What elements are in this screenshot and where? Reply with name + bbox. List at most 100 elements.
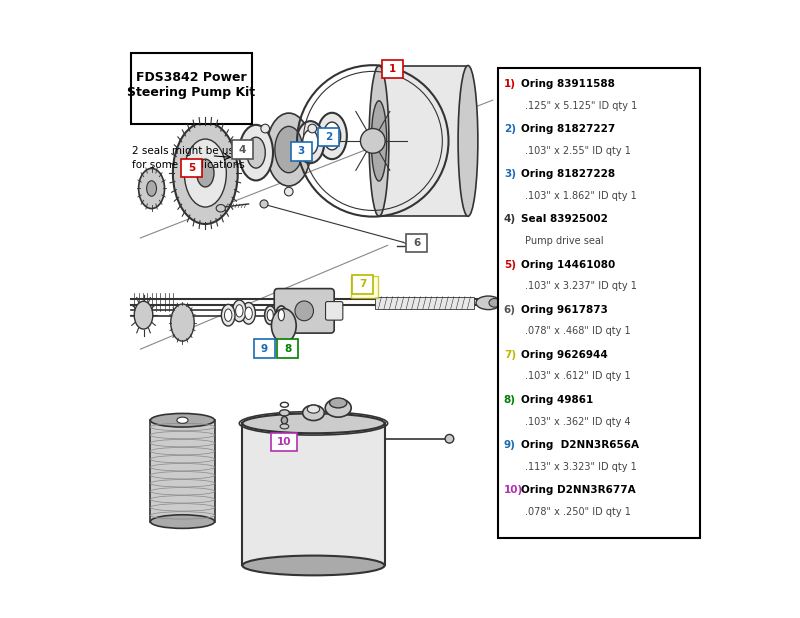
Text: Oring 81827227: Oring 81827227 (521, 124, 615, 134)
Text: 9: 9 (261, 344, 268, 353)
Ellipse shape (330, 398, 347, 408)
Text: 2: 2 (326, 132, 333, 142)
Text: Oring 81827228: Oring 81827228 (521, 169, 615, 179)
Bar (498, 68, 700, 538)
Text: Oring D2NN3R677A: Oring D2NN3R677A (521, 485, 636, 495)
Bar (375, 297, 474, 309)
Text: FDS3842 Power
Steering Pump Kit: FDS3842 Power Steering Pump Kit (127, 71, 255, 99)
Ellipse shape (297, 121, 324, 163)
Text: .103" x .612" ID qty 1: .103" x .612" ID qty 1 (525, 371, 630, 381)
Bar (254, 339, 274, 358)
Ellipse shape (265, 306, 276, 324)
Ellipse shape (242, 413, 385, 433)
Bar (290, 142, 312, 161)
Text: .078" x .468" ID qty 1: .078" x .468" ID qty 1 (525, 326, 630, 336)
Ellipse shape (267, 310, 274, 321)
Text: .103" x 3.237" ID qty 1: .103" x 3.237" ID qty 1 (525, 281, 637, 291)
Ellipse shape (197, 159, 214, 187)
Text: .113" x 3.323" ID qty 1: .113" x 3.323" ID qty 1 (525, 462, 637, 472)
Text: 5: 5 (188, 163, 195, 173)
Ellipse shape (150, 413, 214, 427)
Ellipse shape (445, 434, 454, 443)
Bar (232, 140, 253, 159)
Text: 6): 6) (504, 305, 516, 315)
Ellipse shape (361, 129, 385, 153)
Text: .103" x 2.55" ID qty 1: .103" x 2.55" ID qty 1 (525, 146, 630, 156)
Text: Pump drive seal: Pump drive seal (525, 236, 603, 246)
Ellipse shape (138, 168, 165, 208)
Bar (353, 275, 374, 294)
Ellipse shape (216, 205, 226, 212)
Text: 9): 9) (504, 440, 516, 450)
Ellipse shape (225, 309, 232, 321)
Text: .078" x .250" ID qty 1: .078" x .250" ID qty 1 (525, 507, 630, 517)
Text: .103" x .362" ID qty 4: .103" x .362" ID qty 4 (525, 417, 630, 426)
Ellipse shape (369, 66, 389, 216)
Bar (150, 420, 214, 522)
Text: .125" x 5.125" ID qty 1: .125" x 5.125" ID qty 1 (525, 101, 637, 111)
Text: Seal 83925002: Seal 83925002 (521, 214, 608, 224)
Bar (350, 276, 378, 298)
Text: Oring 83911588: Oring 83911588 (521, 79, 615, 89)
Text: 3): 3) (504, 169, 516, 179)
Text: 10): 10) (504, 485, 523, 495)
Ellipse shape (170, 304, 194, 341)
Ellipse shape (317, 112, 347, 159)
Ellipse shape (260, 200, 268, 208)
Text: 1): 1) (504, 79, 516, 89)
Ellipse shape (246, 137, 266, 168)
Bar (277, 339, 298, 358)
Ellipse shape (302, 405, 324, 420)
Ellipse shape (150, 515, 214, 528)
Ellipse shape (134, 302, 153, 329)
Text: Oring 9626944: Oring 9626944 (521, 350, 608, 360)
Text: 4): 4) (504, 214, 516, 224)
Ellipse shape (173, 122, 238, 224)
Ellipse shape (371, 101, 386, 181)
Text: 7): 7) (504, 350, 516, 360)
Ellipse shape (279, 410, 290, 416)
Bar (382, 60, 403, 78)
Bar (318, 128, 339, 146)
FancyBboxPatch shape (274, 289, 334, 333)
Text: Oring 9617873: Oring 9617873 (521, 305, 608, 315)
Text: 6: 6 (413, 238, 420, 248)
Ellipse shape (222, 304, 235, 326)
Text: 1: 1 (389, 64, 396, 74)
Ellipse shape (278, 310, 285, 321)
Bar (406, 234, 427, 252)
Ellipse shape (275, 126, 302, 172)
Ellipse shape (184, 139, 226, 207)
Ellipse shape (458, 66, 478, 216)
Text: 8): 8) (504, 395, 516, 405)
Bar (242, 423, 385, 565)
FancyBboxPatch shape (326, 302, 343, 320)
Ellipse shape (295, 301, 314, 321)
Ellipse shape (476, 296, 501, 310)
Text: 10: 10 (277, 437, 292, 447)
Text: 5): 5) (504, 260, 516, 269)
Bar (131, 53, 252, 124)
Text: Oring 14461080: Oring 14461080 (521, 260, 615, 269)
Text: Oring  D2NN3R656A: Oring D2NN3R656A (521, 440, 639, 450)
Ellipse shape (285, 187, 293, 196)
Ellipse shape (239, 125, 273, 180)
Ellipse shape (302, 130, 318, 154)
Ellipse shape (233, 300, 246, 321)
Ellipse shape (236, 305, 243, 317)
Ellipse shape (308, 124, 317, 133)
Ellipse shape (323, 122, 341, 150)
Text: 2 seals might be used
for some applications: 2 seals might be used for some applicati… (133, 146, 247, 171)
Ellipse shape (271, 309, 296, 342)
Ellipse shape (242, 556, 385, 575)
Text: 8: 8 (284, 344, 291, 353)
Text: 2): 2) (504, 124, 516, 134)
Ellipse shape (245, 307, 252, 320)
Bar (271, 433, 298, 451)
Text: 3: 3 (298, 146, 305, 156)
Ellipse shape (411, 237, 421, 251)
Ellipse shape (266, 113, 311, 186)
Ellipse shape (276, 306, 287, 324)
Text: .103" x 1.862" ID qty 1: .103" x 1.862" ID qty 1 (525, 191, 637, 201)
Text: Oring 49861: Oring 49861 (521, 395, 594, 405)
